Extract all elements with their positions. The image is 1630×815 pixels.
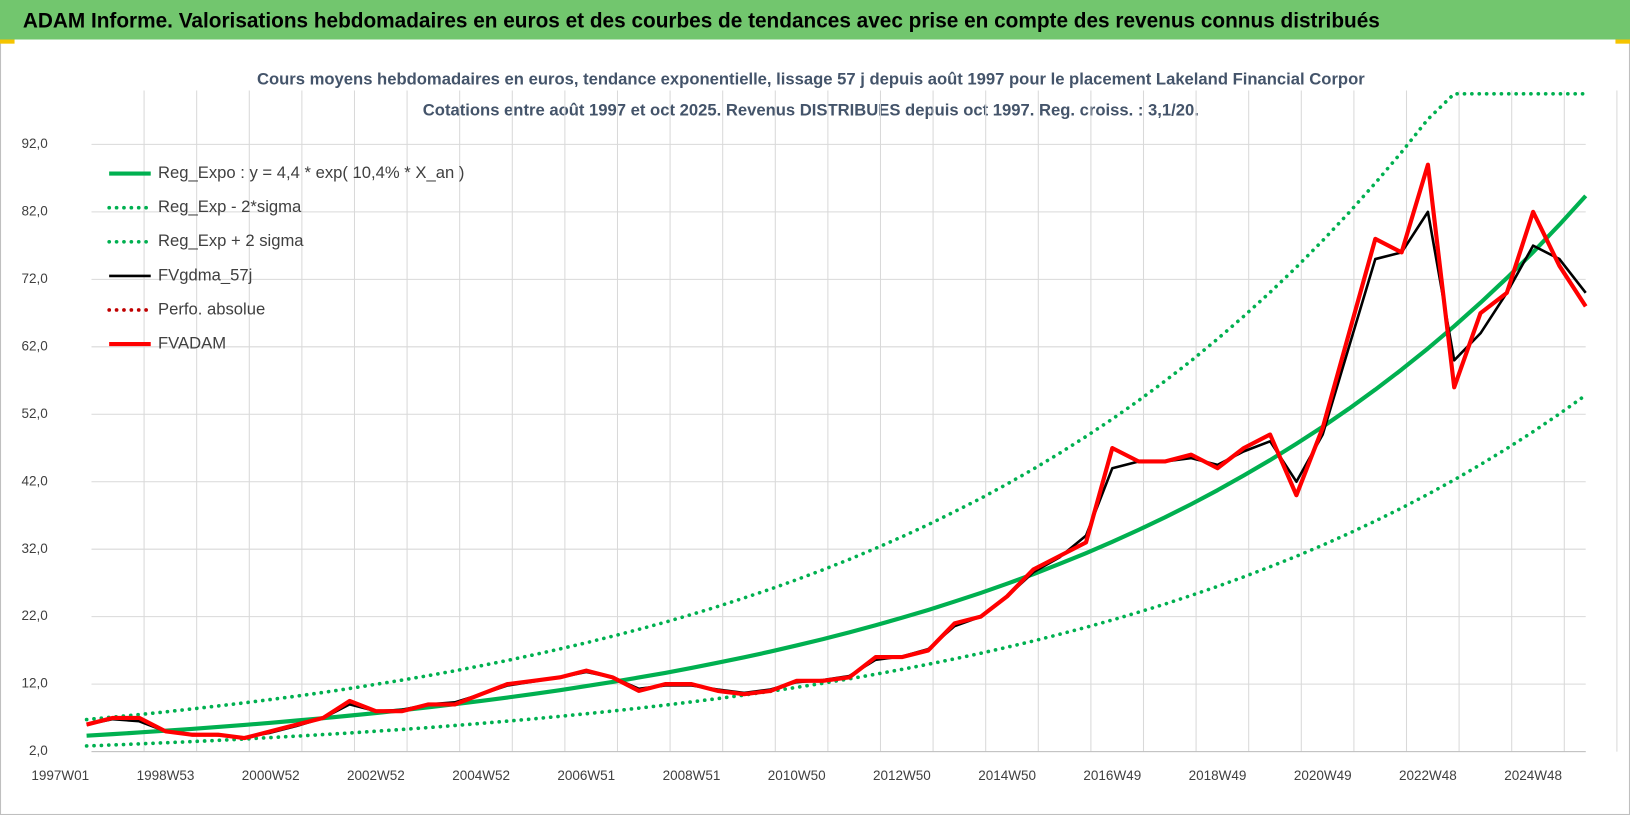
x-tick-label: 2002W52 bbox=[347, 768, 405, 783]
corner bbox=[1615, 39, 1630, 44]
x-tick-label: 2010W50 bbox=[768, 768, 826, 783]
chart-title: Cours moyens hebdomadaires en euros, ten… bbox=[257, 69, 1365, 88]
y-tick-label: 82,0 bbox=[22, 203, 48, 218]
y-tick-label: 62,0 bbox=[22, 338, 48, 353]
y-tick-label: 52,0 bbox=[22, 406, 48, 421]
series-line bbox=[86, 162, 1588, 741]
header-bar bbox=[0, 0, 1630, 40]
y-tick-label: 92,0 bbox=[22, 136, 48, 151]
series-line bbox=[86, 194, 1588, 738]
x-tick-label: 2020W49 bbox=[1294, 768, 1352, 783]
series-line bbox=[84, 91, 1588, 722]
corner bbox=[0, 39, 15, 44]
x-tick-label: 2012W50 bbox=[873, 768, 931, 783]
x-tick-label: 2014W50 bbox=[978, 768, 1036, 783]
x-tick-label: 2016W49 bbox=[1083, 768, 1141, 783]
x-tick-label: 2018W49 bbox=[1189, 768, 1247, 783]
legend-label: Reg_Expo : y = 4,4 * exp( 10,4% * X_an ) bbox=[158, 163, 464, 182]
x-tick-label: 2024W48 bbox=[1504, 768, 1562, 783]
y-tick-label: 2,0 bbox=[29, 743, 48, 758]
x-tick-label: 2006W51 bbox=[557, 768, 615, 783]
x-tick-label: 2022W48 bbox=[1399, 768, 1457, 783]
y-tick-label: 12,0 bbox=[22, 676, 48, 691]
x-tick-label: 1998W53 bbox=[137, 768, 195, 783]
x-tick-label: 1997W01 bbox=[31, 768, 89, 783]
legend-label: Reg_Exp + 2 sigma bbox=[158, 231, 304, 250]
legend-label: FVgdma_57j bbox=[158, 265, 252, 284]
x-tick-label: 2000W52 bbox=[242, 768, 300, 783]
y-tick-label: 22,0 bbox=[22, 608, 48, 623]
chart-subtitle: Cotations entre août 1997 et oct 2025. R… bbox=[423, 101, 1199, 120]
y-tick-label: 32,0 bbox=[22, 541, 48, 556]
header-title: ADAM Informe. Valorisations hebdomadaire… bbox=[23, 9, 1380, 32]
y-tick-label: 72,0 bbox=[22, 271, 48, 286]
y-tick-label: 42,0 bbox=[22, 473, 48, 488]
x-tick-label: 2004W52 bbox=[452, 768, 510, 783]
x-tick-label: 2008W51 bbox=[663, 768, 721, 783]
legend-label: Reg_Exp - 2*sigma bbox=[158, 197, 302, 216]
legend-label: Perfo. absolue bbox=[158, 299, 265, 318]
legend-label: FVADAM bbox=[158, 333, 226, 352]
